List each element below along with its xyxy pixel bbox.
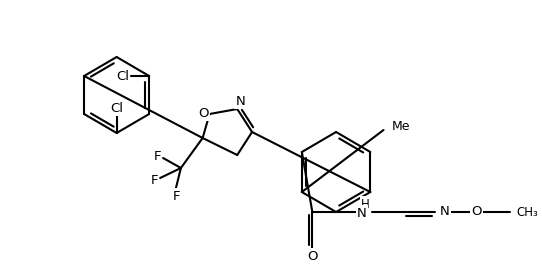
Text: O: O: [198, 106, 209, 120]
Text: N: N: [357, 207, 366, 220]
Text: CH₃: CH₃: [516, 205, 538, 219]
Text: N: N: [440, 205, 450, 217]
Text: H: H: [362, 197, 370, 210]
Text: F: F: [153, 150, 161, 163]
Text: O: O: [307, 249, 318, 262]
Text: Cl: Cl: [116, 70, 129, 83]
Text: O: O: [471, 205, 482, 217]
Text: Cl: Cl: [110, 101, 123, 115]
Text: Me: Me: [391, 120, 410, 133]
Text: F: F: [151, 173, 158, 187]
Text: N: N: [235, 95, 245, 108]
Text: F: F: [173, 190, 180, 202]
